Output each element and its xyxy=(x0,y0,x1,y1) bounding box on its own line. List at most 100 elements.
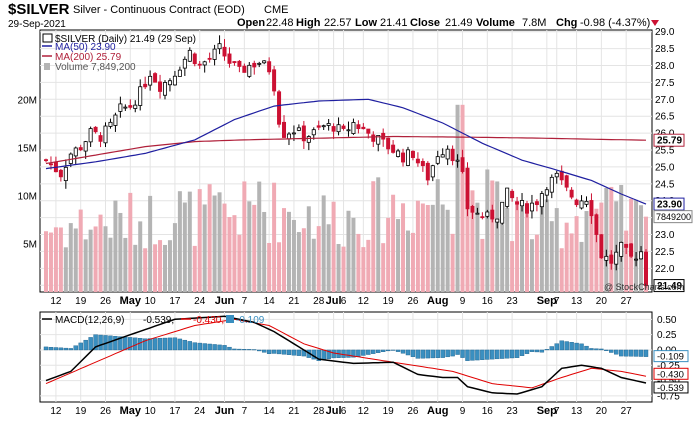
price-axis: 21.522.022.523.023.524.024.525.025.526.0… xyxy=(655,27,675,292)
volume-bar xyxy=(500,224,505,292)
volume-bar xyxy=(524,205,529,292)
volume-tick-label: 5M xyxy=(23,240,37,251)
candle-body xyxy=(108,121,113,127)
close-label: Close xyxy=(410,17,440,29)
macd-flag xyxy=(653,367,689,380)
volume-bar xyxy=(415,200,420,292)
volume-flag xyxy=(653,210,693,224)
macd-hist-bar xyxy=(415,349,421,359)
x-day-label: 26 xyxy=(100,296,112,307)
candle-body xyxy=(247,64,252,77)
volume-bar xyxy=(331,201,336,292)
candle-body xyxy=(63,166,68,182)
volume-bar xyxy=(58,227,63,292)
candle-body xyxy=(510,190,515,199)
candle-body xyxy=(133,104,138,109)
macd-hist-bar xyxy=(534,349,540,353)
candle-body xyxy=(644,251,649,286)
macd-hist-bar xyxy=(425,349,431,359)
macd-hist-bar xyxy=(182,339,188,351)
volume-bar xyxy=(98,214,103,292)
close-value: 21.49 xyxy=(445,17,473,29)
volume-bar xyxy=(579,241,584,292)
ma200-line xyxy=(45,135,647,165)
volume-bar xyxy=(534,234,539,292)
candle-body xyxy=(420,161,425,167)
volume-bar xyxy=(88,229,93,292)
volume-bar xyxy=(148,195,153,292)
macd-hist-bar xyxy=(385,349,391,352)
volume-bar xyxy=(420,203,425,292)
volume-bar xyxy=(301,228,306,292)
volume-bar xyxy=(391,194,396,292)
macd-hist-bar xyxy=(594,348,599,351)
candle-body xyxy=(257,62,262,65)
candle-body xyxy=(579,200,584,209)
macd-hist-bar xyxy=(247,349,252,351)
legend-price-text: $SILVER (Daily) 21.49 (29 Sep) xyxy=(55,34,196,45)
macd-hist-bar xyxy=(410,349,416,357)
volume-bar xyxy=(202,204,207,292)
candle-body xyxy=(316,125,321,128)
x-day-label: 26 xyxy=(407,406,419,417)
candle-body xyxy=(187,49,192,62)
volume-bar xyxy=(445,209,450,292)
volume-bar xyxy=(609,186,614,292)
macd-hist-bar xyxy=(435,349,440,358)
candle-body xyxy=(634,258,639,261)
macd-hist-bar xyxy=(445,349,450,358)
volume-bar xyxy=(277,242,282,292)
candle-body xyxy=(202,61,207,66)
candle-body xyxy=(128,105,133,108)
macd-hist-bar xyxy=(73,345,78,351)
volume-bar xyxy=(480,238,485,292)
price-flag xyxy=(653,133,685,147)
candle-body xyxy=(113,114,118,126)
macd-hist-bar xyxy=(113,336,118,351)
volume-tick-label: 15M xyxy=(18,144,37,155)
macd-hist-bar xyxy=(623,349,629,357)
volume-bar xyxy=(227,217,232,292)
volume-bar xyxy=(143,248,148,292)
macd-hist-bar xyxy=(128,337,133,351)
volume-bar xyxy=(589,216,594,292)
macd-hist-bar xyxy=(142,338,148,351)
macd-hist-bar xyxy=(172,337,178,351)
candle-body xyxy=(153,73,158,83)
x-day-label: 7 xyxy=(242,296,248,307)
volume-bar xyxy=(361,247,366,292)
macd-hist-bar xyxy=(628,349,634,357)
macd-hist-bar xyxy=(202,343,207,351)
volume-bar xyxy=(53,227,58,292)
macd-hist-bar xyxy=(98,334,103,351)
candle-body xyxy=(177,69,182,77)
volume-bar xyxy=(450,233,455,292)
macd-hist-bar xyxy=(68,348,73,351)
macd-hist-bar xyxy=(316,349,321,361)
macd-hist-bar xyxy=(524,349,530,354)
macd-legend-macd-value: -0.539, xyxy=(143,315,174,326)
volume-bar xyxy=(232,215,237,292)
chart-exchange: CME xyxy=(264,4,288,16)
volume-bar xyxy=(475,202,480,292)
volume-bar xyxy=(182,202,187,292)
volume-bar xyxy=(410,232,415,292)
candle-body xyxy=(361,126,366,130)
macd-signal-line xyxy=(45,318,647,389)
low-value: 21.41 xyxy=(380,17,408,29)
volume-bar xyxy=(252,204,257,292)
candle-body xyxy=(480,216,485,219)
macd-hist-bar xyxy=(395,349,401,352)
histogram-legend-icon xyxy=(226,315,234,323)
ohlc-summary: Open 22.48 High 22.57 Low 21.41 Close 21… xyxy=(237,17,659,29)
candle-body xyxy=(445,148,450,160)
macd-hist-bar xyxy=(376,349,381,353)
x-month-label: Jul xyxy=(326,295,342,307)
macd-hist-bar xyxy=(331,349,336,359)
price-tick-label: 27.0 xyxy=(655,95,675,106)
volume-bar xyxy=(529,239,534,292)
volume-bar xyxy=(192,245,197,292)
macd-hist-bar xyxy=(609,349,614,353)
candle-body xyxy=(336,124,341,133)
volume-bar xyxy=(187,191,192,292)
